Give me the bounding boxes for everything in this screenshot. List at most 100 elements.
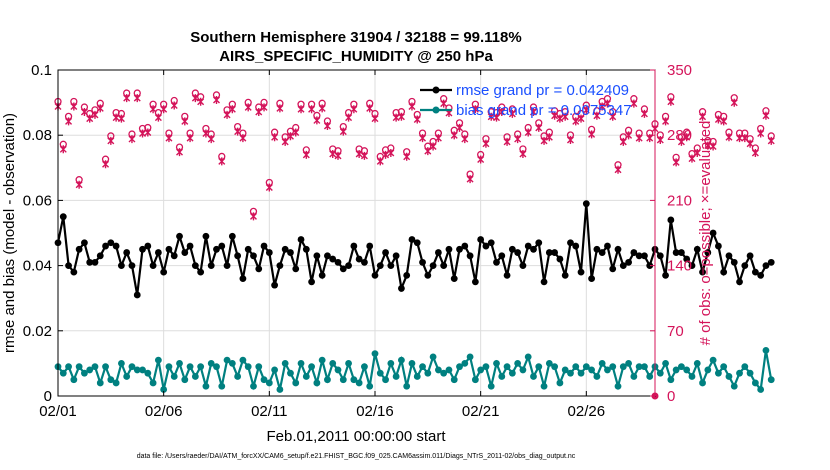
obs-evaluated-marker [255, 108, 263, 117]
obs-evaluated-marker [292, 128, 300, 137]
obs-evaluated-marker [387, 149, 395, 158]
obs-evaluated-marker [561, 112, 569, 121]
data-point-bias [582, 363, 590, 371]
tick-marks: 02/01 02/06 02/11 02/16 02/21 02/26 0 0.02 0.04 0… [23, 62, 692, 420]
data-point-rmse [218, 242, 226, 250]
data-point-rmse [646, 262, 654, 269]
data-point-rmse [207, 262, 215, 269]
data-point-rmse [123, 249, 131, 256]
data-point-rmse [746, 252, 754, 260]
data-point-rmse [334, 258, 342, 266]
data-point-rmse [456, 245, 463, 253]
data-point-rmse [736, 278, 743, 286]
y-axis-label: rmse and bias (model - observation) [1, 113, 18, 353]
obs-evaluated-marker [102, 160, 110, 169]
data-point-rmse [482, 242, 490, 250]
data-point-bias [614, 382, 622, 390]
data-point-bias [683, 366, 691, 374]
obs-evaluated-marker [376, 157, 384, 166]
obs-evaluated-marker [213, 95, 220, 104]
data-point-rmse [165, 245, 173, 253]
data-point-bias [255, 363, 263, 371]
obs-evaluated-marker [403, 152, 411, 161]
data-point-rmse [376, 262, 384, 269]
data-point-rmse [128, 262, 136, 269]
obs-evaluated-marker [123, 94, 131, 103]
data-point-bias [408, 360, 416, 367]
obs-evaluated-marker [339, 127, 347, 136]
obs-evaluated-marker [693, 149, 701, 158]
data-point-bias [693, 360, 701, 367]
data-point-bias [75, 363, 83, 371]
data-point-bias [287, 369, 294, 377]
obs-evaluated-marker [128, 135, 136, 144]
obs-evaluated-marker [767, 136, 775, 145]
data-point-rmse [450, 275, 458, 283]
data-point-rmse [276, 262, 284, 269]
data-point-bias [334, 366, 342, 374]
obs-evaluated-marker [524, 128, 532, 137]
data-point-bias [339, 376, 347, 384]
obs-evaluated-marker [345, 113, 353, 122]
data-point-rmse [434, 249, 442, 256]
obs-evaluated-marker [308, 105, 316, 114]
data-point-bias [207, 360, 215, 367]
data-point-rmse [149, 262, 157, 269]
data-point-bias [265, 379, 273, 387]
data-point-bias [324, 376, 331, 384]
data-point-rmse [297, 236, 305, 243]
data-point-rmse [445, 245, 453, 253]
data-point-rmse [683, 255, 691, 263]
obs-evaluated-marker [297, 105, 305, 114]
obs-evaluated-marker [529, 108, 537, 117]
data-point-bias [461, 360, 469, 367]
data-point-rmse [197, 268, 205, 276]
data-point-bias [234, 373, 242, 380]
data-point-rmse [181, 249, 189, 256]
data-point-rmse [699, 268, 706, 276]
obs-evaluated-marker [646, 134, 654, 143]
obs-evaluated-marker [519, 149, 527, 158]
data-point-bias [91, 363, 99, 371]
obs-evaluated-marker [218, 157, 226, 166]
chart-title: Southern Hemisphere 31904 / 32188 = 99.1… [190, 29, 521, 46]
data-point-bias [519, 366, 527, 374]
data-point-bias [313, 379, 321, 387]
obs-evaluated-marker [477, 155, 485, 164]
data-point-bias [567, 369, 574, 377]
data-point-bias [535, 363, 543, 371]
data-point-rmse [762, 262, 770, 269]
data-point-rmse [477, 236, 485, 243]
obs-evaluated-marker [683, 133, 691, 142]
obs-evaluated-marker [181, 117, 189, 126]
data-point-rmse [704, 249, 712, 256]
data-point-bias [688, 373, 696, 380]
data-point-bias [572, 363, 580, 371]
obs-evaluated-marker [117, 114, 125, 123]
data-point-rmse [519, 262, 527, 269]
data-point-rmse [213, 245, 220, 253]
data-point-bias [139, 366, 146, 374]
y-tick-label: 0.02 [23, 323, 52, 340]
obs-evaluated-marker [96, 104, 104, 113]
obs-evaluated-marker [112, 113, 120, 122]
data-point-rmse [392, 252, 400, 260]
obs-evaluated-marker [635, 134, 643, 143]
obs-evaluated-marker [598, 102, 606, 111]
data-point-rmse [339, 265, 347, 273]
obs-evaluated-marker [746, 139, 754, 148]
x-tick-label: 02/26 [568, 403, 606, 420]
y-tick-label: 0.04 [23, 258, 52, 275]
data-point-bias [318, 356, 326, 364]
obs-evaluated-marker [176, 148, 184, 157]
data-point-rmse [223, 262, 231, 269]
data-point-bias [197, 363, 205, 371]
data-point-bias [641, 363, 648, 371]
data-point-rmse [577, 268, 585, 276]
data-point-rmse [730, 258, 738, 266]
data-point-bias [672, 366, 680, 374]
y-tick-label: 0.06 [23, 192, 52, 209]
obs-evaluated-marker [551, 111, 559, 120]
data-point-bias [191, 373, 199, 380]
y-right-axis-label: # of obs: o=possible; ×=evaluated [697, 121, 714, 346]
